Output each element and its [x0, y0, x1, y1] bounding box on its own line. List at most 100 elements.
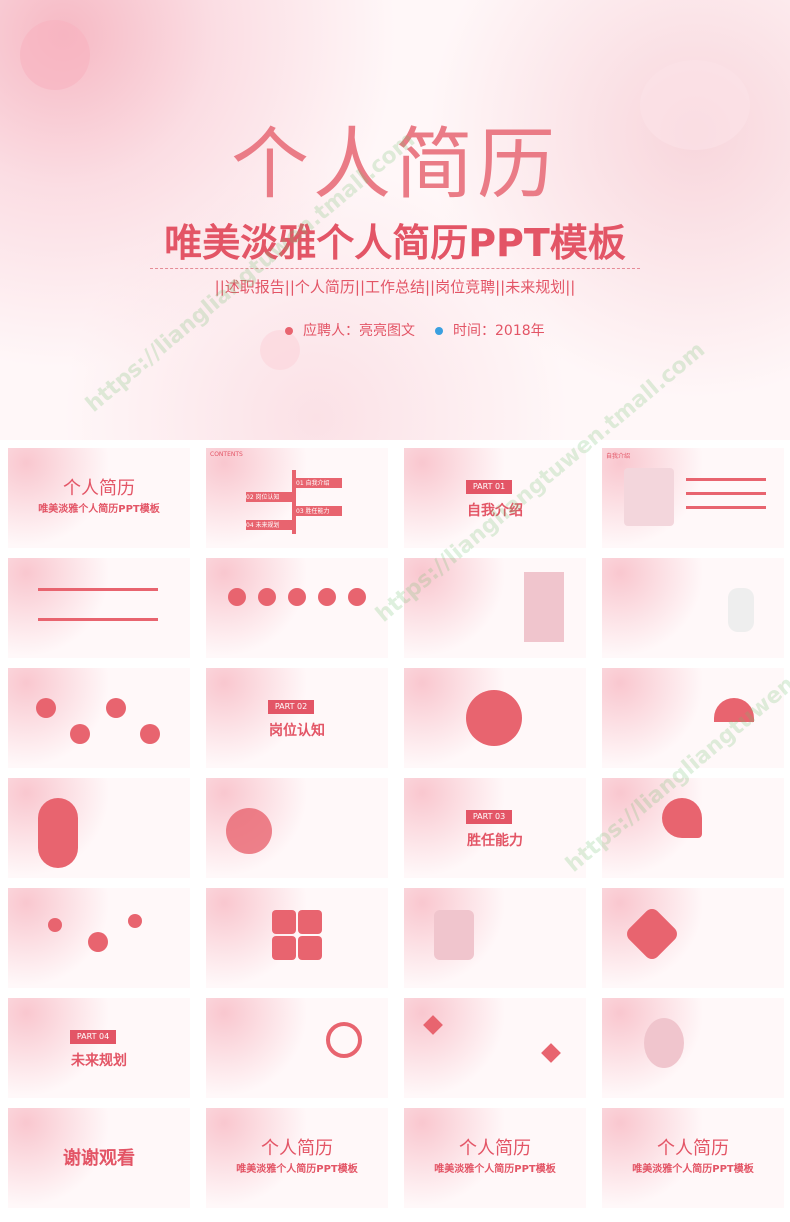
- slide-thumbnail[interactable]: PART 02 岗位认知: [206, 668, 388, 768]
- medal-icon: [258, 588, 276, 606]
- slide-thumbnail[interactable]: 个人简历 唯美淡雅个人简历PPT模板: [206, 1108, 388, 1208]
- slide-thumbnail[interactable]: 谢谢观看: [8, 1108, 190, 1208]
- timeline: [38, 618, 158, 621]
- slide-thumbnail[interactable]: [404, 668, 586, 768]
- cover-tags: ||述职报告||个人简历||工作总结||岗位竞聘||未来规划||: [214, 278, 576, 296]
- portrait-image: [624, 468, 674, 526]
- part-title: 胜任能力: [467, 833, 523, 849]
- medal-icon: [348, 588, 366, 606]
- slide-subtitle: 唯美淡雅个人简历PPT模板: [38, 504, 160, 515]
- medal-icon: [228, 588, 246, 606]
- slide-thumbnail[interactable]: [206, 888, 388, 988]
- gear-icon: [36, 698, 56, 718]
- slide-thumbnail[interactable]: [602, 558, 784, 658]
- slide-thumbnail[interactable]: PART 03 胜任能力: [404, 778, 586, 878]
- slide-thumbnail[interactable]: 自我介绍: [602, 448, 784, 548]
- slide-header: 自我介绍: [606, 453, 631, 460]
- slide-thumbnail[interactable]: [8, 778, 190, 878]
- cover-title: 个人简历: [230, 120, 559, 210]
- diamond-icon: [423, 1015, 443, 1035]
- tile: [298, 936, 322, 960]
- slide-title: 个人简历: [63, 478, 135, 499]
- slide-thumbnail[interactable]: [602, 888, 784, 988]
- bubble: [128, 914, 142, 928]
- slide-thumbnail[interactable]: [404, 888, 586, 988]
- medal-icon: [318, 588, 336, 606]
- info-line: [686, 506, 766, 509]
- slide-thumbnail[interactable]: [8, 558, 190, 658]
- slide-thumbnail[interactable]: [206, 998, 388, 1098]
- info-line: [686, 478, 766, 481]
- cover-subtitle: 唯美淡雅个人简历PPT模板: [164, 221, 626, 265]
- slide-thumbnail[interactable]: [404, 558, 586, 658]
- slide-thumbnail[interactable]: [404, 998, 586, 1098]
- tile: [272, 936, 296, 960]
- contents-item: 04 未来规划: [246, 520, 292, 530]
- slide-thumbnail[interactable]: PART 04 未来规划: [8, 998, 190, 1098]
- applicant-info: 应聘人：亮亮图文: [285, 320, 415, 340]
- part-label: PART 03: [466, 810, 512, 824]
- bubble: [88, 932, 108, 952]
- divider: [150, 268, 640, 269]
- gear-icon: [140, 724, 160, 744]
- time-label: 时间：2018年: [453, 323, 545, 339]
- target-icon: [326, 1022, 362, 1058]
- anime-image: [524, 572, 564, 642]
- anime-image: [644, 1018, 684, 1068]
- slide-thumbnail[interactable]: 个人简历 唯美淡雅个人简历PPT模板: [602, 1108, 784, 1208]
- slide-thumbnail[interactable]: [8, 888, 190, 988]
- slide-thumbnail[interactable]: PART 01 自我介绍: [404, 448, 586, 548]
- part-label: PART 04: [70, 1030, 116, 1044]
- contents-item: 03 胜任能力: [296, 506, 342, 516]
- slide-thumbnail[interactable]: [206, 558, 388, 658]
- gear-icon: [106, 698, 126, 718]
- pink-dot-icon: [285, 327, 293, 335]
- flower-decor: [640, 60, 750, 150]
- gear-icon: [70, 724, 90, 744]
- slide-thumbnail[interactable]: CONTENTS 01 自我介绍 02 岗位认知 03 胜任能力 04 未来规划: [206, 448, 388, 548]
- flower-decor: [20, 20, 90, 90]
- anime-image: [434, 910, 474, 960]
- part-label: PART 01: [466, 480, 512, 494]
- part-label: PART 02: [268, 700, 314, 714]
- slide-subtitle: 唯美淡雅个人简历PPT模板: [434, 1164, 556, 1175]
- tree-icon: [662, 798, 702, 838]
- timeline: [38, 588, 158, 591]
- slide-title: 个人简历: [657, 1138, 729, 1159]
- slide-thumbnail[interactable]: 个人简历 唯美淡雅个人简历PPT模板: [8, 448, 190, 548]
- slide-thumbnail[interactable]: [206, 778, 388, 878]
- tile: [272, 910, 296, 934]
- hexagon-shape: [623, 905, 681, 963]
- tile: [298, 910, 322, 934]
- cover-slide: 个人简历 唯美淡雅个人简历PPT模板 ||述职报告||个人简历||工作总结||岗…: [0, 0, 790, 440]
- part-title: 岗位认知: [269, 723, 325, 739]
- slide-thumbnail[interactable]: [8, 668, 190, 768]
- slide-thumbnail[interactable]: [602, 778, 784, 878]
- radar-shape: [226, 808, 272, 854]
- slide-title: 个人简历: [261, 1138, 333, 1159]
- circle-diagram: [466, 690, 522, 746]
- contents-item: 02 岗位认知: [246, 492, 292, 502]
- slide-thumbnail[interactable]: [602, 668, 784, 768]
- slide-title: 个人简历: [459, 1138, 531, 1159]
- medal-icon: [288, 588, 306, 606]
- stack-shape: [38, 798, 78, 868]
- slide-subtitle: 唯美淡雅个人简历PPT模板: [236, 1164, 358, 1175]
- applicant-label: 应聘人：亮亮图文: [303, 323, 415, 339]
- petal-decor: [260, 330, 300, 370]
- contents-stem: [292, 470, 296, 534]
- blue-dot-icon: [435, 327, 443, 335]
- contents-item: 01 自我介绍: [296, 478, 342, 488]
- time-info: 时间：2018年: [435, 320, 545, 340]
- slide-header: CONTENTS: [210, 451, 243, 458]
- slide-thumbnail[interactable]: 个人简历 唯美淡雅个人简历PPT模板: [404, 1108, 586, 1208]
- bubble: [48, 918, 62, 932]
- part-title: 自我介绍: [467, 503, 523, 519]
- slide-title: 谢谢观看: [63, 1148, 135, 1169]
- part-title: 未来规划: [71, 1053, 127, 1069]
- slide-subtitle: 唯美淡雅个人简历PPT模板: [632, 1164, 754, 1175]
- slide-thumbnail[interactable]: [602, 998, 784, 1098]
- diamond-icon: [541, 1043, 561, 1063]
- question-figure: [728, 588, 754, 632]
- info-line: [686, 492, 766, 495]
